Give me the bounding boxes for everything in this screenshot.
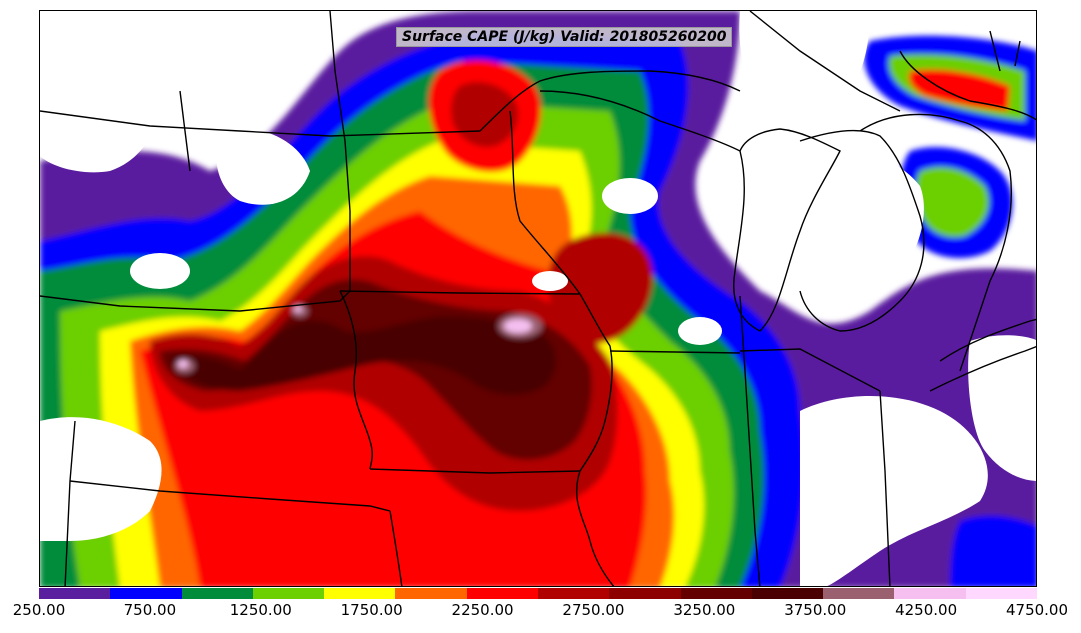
colorbar-ticks: 250.00 750.00 1250.00 1750.00 2250.00 2750.00… xyxy=(13,600,1068,630)
boundaries xyxy=(40,11,1036,586)
colorbar-swatch xyxy=(894,588,966,599)
colorbar-tick-label: 2250.00 xyxy=(451,601,514,619)
colorbar-swatch xyxy=(609,588,681,599)
colorbar-tick-label: 4750.00 xyxy=(1005,601,1069,619)
colorbar-tick-label: 1250.00 xyxy=(229,601,292,619)
colorbar-swatch xyxy=(181,588,253,599)
colorbar-tick-label: 2750.00 xyxy=(562,601,625,619)
colorbar-tick-label: 4250.00 xyxy=(895,601,958,619)
map-title: Surface CAPE (J/kg) Valid: 201805260200 xyxy=(396,27,733,47)
colorbar-swatch xyxy=(680,588,752,599)
colorbar-tick-label: 750.00 xyxy=(123,601,177,619)
colorbar-swatch xyxy=(324,588,396,599)
colorbar-swatch xyxy=(39,588,111,599)
colorbar-tick-label: 3250.00 xyxy=(673,601,736,619)
colorbar-swatch xyxy=(751,588,824,599)
colorbar-tick-label: 3750.00 xyxy=(784,601,847,619)
colorbar-swatch xyxy=(110,588,182,599)
colorbar-swatch xyxy=(965,588,1037,599)
colorbar xyxy=(39,588,1037,599)
low-cape-areas xyxy=(40,11,1036,586)
colorbar-swatch xyxy=(252,588,325,599)
colorbar-swatch xyxy=(395,588,467,599)
cape-map-graphic xyxy=(40,11,1036,586)
colorbar-tick-label: 250.00 xyxy=(12,601,66,619)
colorbar-swatch xyxy=(537,588,610,599)
cape-map: Surface CAPE (J/kg) Valid: 201805260200 xyxy=(39,10,1037,587)
colorbar-swatch xyxy=(466,588,538,599)
cape-field xyxy=(40,11,1036,586)
colorbar-swatch xyxy=(823,588,895,599)
colorbar-tick-label: 1750.00 xyxy=(340,601,403,619)
